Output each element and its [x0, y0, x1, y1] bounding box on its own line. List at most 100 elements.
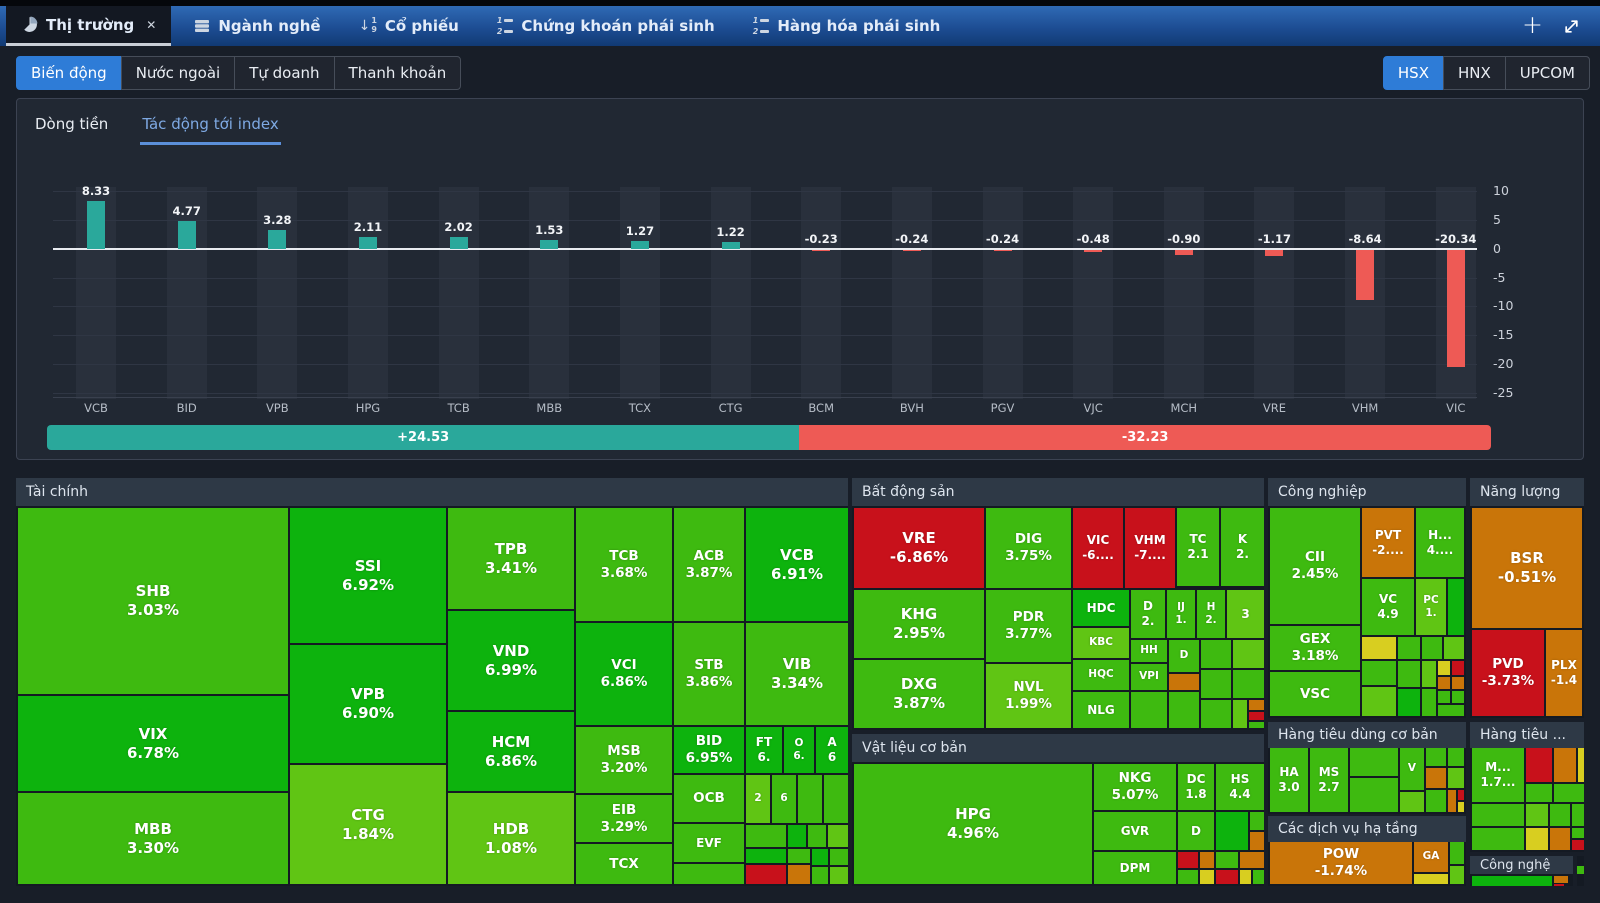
stock-tile[interactable] [1438, 677, 1450, 689]
stock-tile[interactable] [1201, 640, 1231, 668]
stock-tile-TC[interactable]: TC 2.1 [1177, 508, 1219, 586]
stock-tile[interactable] [1178, 870, 1198, 884]
stock-tile[interactable] [1438, 661, 1450, 675]
bar-CTG[interactable] [721, 241, 740, 249]
stock-tile-CTG[interactable]: CTG 1.84% [290, 765, 446, 884]
stock-tile-3[interactable]: 3 [1227, 590, 1264, 638]
stock-tile-HDB[interactable]: HDB 1.08% [448, 793, 574, 884]
stock-tile[interactable] [788, 849, 810, 863]
stock-tile-VHM[interactable]: VHM -7.... [1125, 508, 1175, 588]
stock-tile[interactable] [1169, 674, 1199, 690]
stock-tile-HA[interactable]: HA 3.0 [1270, 748, 1308, 812]
exchange-button-upcom[interactable]: UPCOM [1504, 56, 1590, 90]
stock-tile-V[interactable]: V [1400, 748, 1424, 790]
stock-tile[interactable] [1452, 661, 1464, 675]
close-tab-icon[interactable]: ✕ [146, 17, 157, 32]
stock-tile[interactable] [1400, 792, 1424, 812]
stock-tile[interactable] [1426, 790, 1446, 812]
stock-tile[interactable] [1554, 784, 1584, 802]
stock-tile-VRE[interactable]: VRE -6.86% [854, 508, 984, 588]
stock-tile[interactable] [1526, 784, 1552, 802]
stock-tile[interactable] [1240, 852, 1264, 868]
stock-tile[interactable] [1572, 804, 1584, 826]
bar-VCB[interactable] [87, 200, 105, 249]
stock-tile-DIG[interactable]: DIG 3.75% [986, 508, 1071, 588]
bar-BCM[interactable] [812, 249, 831, 251]
stock-tile[interactable] [1472, 828, 1524, 850]
stock-tile[interactable] [1526, 828, 1548, 850]
stock-tile[interactable] [1398, 661, 1420, 687]
stock-tile[interactable] [746, 849, 786, 863]
stock-tile-6[interactable]: 6 [772, 775, 796, 823]
stock-tile-TCB[interactable]: TCB 3.68% [576, 508, 672, 621]
nav-tab-hang-hoa-phai-sinh[interactable]: 1 2 Hàng hóa phái sinh [738, 6, 956, 46]
stock-tile-KBC[interactable]: KBC [1073, 628, 1129, 658]
stock-tile[interactable] [824, 775, 848, 823]
stock-tile[interactable] [1362, 687, 1396, 716]
stock-tile[interactable] [812, 867, 828, 884]
stock-tile-HH[interactable]: HH [1131, 640, 1167, 662]
bar-MBB[interactable] [540, 239, 559, 249]
bar-VHM[interactable] [1356, 249, 1375, 300]
bar-MCH[interactable] [1174, 249, 1193, 255]
stock-tile[interactable] [1450, 866, 1464, 884]
stock-tile[interactable] [1554, 884, 1564, 886]
bar-VIC[interactable] [1446, 249, 1465, 368]
stock-tile[interactable] [1350, 748, 1398, 776]
stock-tile[interactable] [1414, 874, 1448, 884]
stock-tile-GEX[interactable]: GEX 3.18% [1270, 626, 1360, 670]
stock-tile[interactable] [1253, 870, 1264, 884]
stock-tile-VSC[interactable]: VSC [1270, 672, 1360, 716]
stock-tile[interactable] [1452, 691, 1464, 703]
stock-tile[interactable] [1362, 661, 1396, 685]
stock-tile-2[interactable]: 2 [746, 775, 770, 823]
stock-tile-K[interactable]: K 2. [1221, 508, 1264, 586]
stock-tile-FT[interactable]: FT 6. [746, 727, 782, 773]
nav-tab-co-phieu[interactable]: ↓ 1 9 Cổ phiếu [344, 6, 474, 46]
stock-tile[interactable] [1526, 748, 1552, 782]
bar-BID[interactable] [177, 221, 196, 249]
stock-tile-TCX[interactable]: TCX [576, 844, 672, 884]
stock-tile-HQC[interactable]: HQC [1073, 660, 1129, 690]
stock-tile[interactable] [1131, 692, 1167, 728]
stock-tile[interactable] [1249, 700, 1264, 710]
panel-tab-tac-dong-toi-index[interactable]: Tác động tới index [140, 109, 281, 145]
stock-tile-EIB[interactable]: EIB 3.29% [576, 795, 672, 842]
stock-tile[interactable] [1448, 579, 1464, 635]
stock-tile[interactable] [1233, 670, 1264, 698]
stock-tile[interactable] [1426, 748, 1446, 766]
stock-tile-ACB[interactable]: ACB 3.87% [674, 508, 744, 621]
stock-tile-MS[interactable]: MS 2.7 [1310, 748, 1348, 812]
panel-tab-dong-tien[interactable]: Dòng tiền [35, 115, 109, 133]
stock-tile[interactable] [1398, 637, 1420, 659]
stock-tile-MSB[interactable]: MSB 3.20% [576, 727, 672, 793]
stock-tile-EVF[interactable]: EVF [674, 824, 744, 862]
bar-PGV[interactable] [993, 249, 1012, 252]
stock-tile[interactable] [1398, 689, 1420, 716]
stock-tile-NLG[interactable]: NLG [1073, 692, 1129, 728]
stock-tile[interactable] [1472, 804, 1524, 826]
stock-tile[interactable] [1233, 700, 1247, 728]
stock-tile[interactable] [1572, 828, 1584, 838]
stock-tile[interactable] [828, 825, 848, 847]
stock-tile-H[interactable]: H... 4.... [1416, 508, 1464, 577]
stock-tile-DPM[interactable]: DPM [1094, 852, 1176, 884]
stock-tile[interactable] [798, 775, 822, 823]
stock-tile[interactable] [808, 825, 826, 847]
stock-tile-D[interactable]: D [1169, 640, 1199, 672]
bar-VPB[interactable] [268, 229, 287, 249]
stock-tile-VIB[interactable]: VIB 3.34% [746, 623, 848, 725]
stock-tile-BID[interactable]: BID 6.95% [674, 727, 744, 773]
stock-tile[interactable] [1216, 852, 1238, 868]
stock-tile[interactable] [1422, 637, 1442, 659]
stock-tile-VCB[interactable]: VCB 6.91% [746, 508, 848, 621]
stock-tile[interactable] [1448, 768, 1464, 788]
stock-tile[interactable] [1472, 876, 1552, 886]
nav-tab-nganh-nghe[interactable]: Ngành nghề [179, 6, 335, 46]
view-button-thanh-khoan[interactable]: Thanh khoản [333, 56, 462, 90]
stock-tile-VPI[interactable]: VPI [1131, 664, 1167, 690]
stock-tile[interactable] [1458, 802, 1464, 812]
stock-tile[interactable] [1200, 852, 1214, 868]
stock-tile[interactable] [1249, 712, 1264, 720]
stock-tile[interactable] [1572, 840, 1584, 850]
